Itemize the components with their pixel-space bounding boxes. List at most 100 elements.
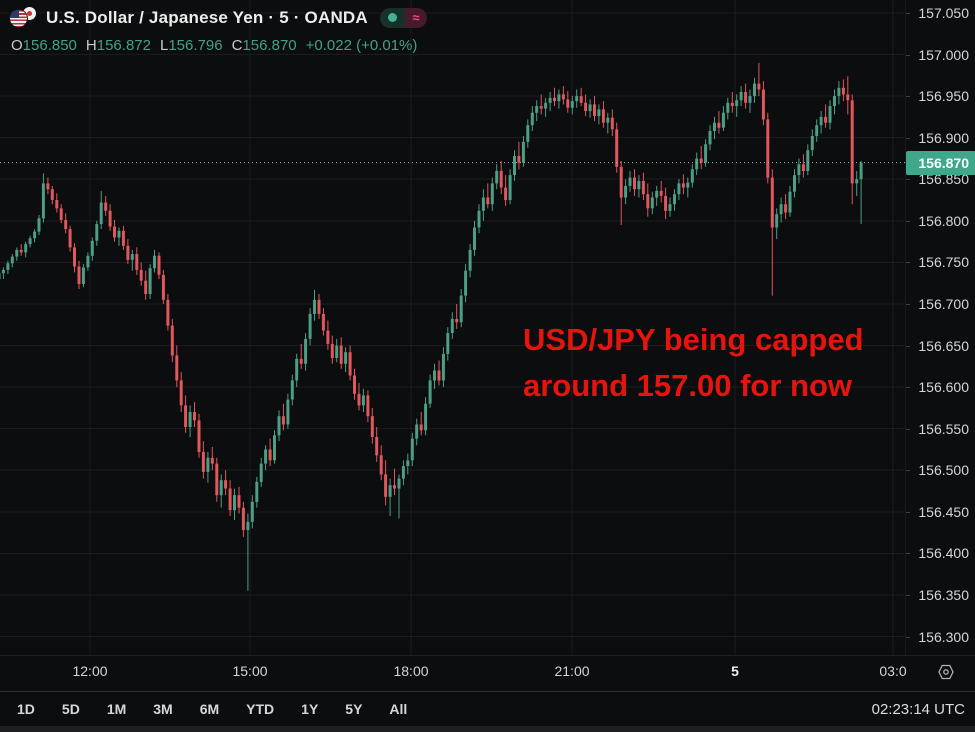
time-axis-label: 5 — [731, 663, 739, 679]
candle — [170, 325, 174, 356]
candle — [410, 438, 414, 461]
candle — [775, 214, 779, 228]
candle — [68, 229, 72, 248]
candle — [224, 480, 228, 489]
candle — [499, 170, 503, 188]
candle — [535, 106, 539, 113]
time-axis-label: 21:00 — [554, 663, 590, 679]
candle — [144, 280, 148, 294]
utc-clock[interactable]: 02:23:14 UTC — [871, 700, 965, 718]
price-axis-label: 156.400 — [918, 545, 969, 562]
candle — [184, 405, 188, 427]
range-button-6m[interactable]: 6M — [199, 701, 220, 717]
range-button-5d[interactable]: 5D — [61, 701, 80, 717]
candle — [490, 183, 494, 205]
candle — [384, 474, 388, 497]
candle — [401, 466, 405, 479]
range-button-all[interactable]: All — [389, 701, 408, 717]
candle — [846, 94, 850, 101]
candle — [428, 380, 432, 404]
candle — [188, 412, 192, 427]
candle — [295, 358, 299, 381]
market-open-dot-icon — [387, 13, 397, 22]
candle — [99, 202, 103, 225]
price-axis-label: 156.300 — [918, 628, 969, 645]
candle — [615, 129, 619, 167]
price-axis-label: 156.350 — [918, 586, 969, 603]
candle — [299, 358, 303, 364]
time-axis-label: 18:00 — [393, 663, 429, 679]
candle — [313, 299, 316, 314]
candle — [326, 330, 330, 344]
candle — [677, 183, 681, 195]
candle — [815, 125, 819, 136]
price-tick — [906, 595, 910, 596]
candle — [708, 131, 712, 145]
price-tick — [906, 346, 910, 347]
candle — [441, 353, 445, 381]
candle — [206, 457, 210, 472]
ohlc-row: O156.850 H156.872 L156.796 C156.870 +0.0… — [11, 37, 417, 54]
usdjpy-flag-icon — [10, 7, 37, 28]
price-axis-label: 157.000 — [918, 46, 969, 63]
candle — [179, 380, 183, 406]
candle — [628, 177, 632, 186]
annotation-line-2: around 157.00 for now — [523, 368, 853, 403]
candle — [197, 420, 201, 452]
candle — [730, 102, 734, 107]
candle — [633, 177, 636, 190]
time-axis[interactable]: 12:00 15:00 18:00 21:00 5 03:0 — [0, 655, 975, 692]
range-button-5y[interactable]: 5Y — [345, 701, 363, 717]
candle — [553, 97, 556, 102]
candle — [446, 333, 450, 354]
candle — [28, 238, 32, 245]
ohlc-low: L156.796 — [159, 37, 223, 54]
candle — [504, 187, 508, 201]
candle — [539, 106, 543, 109]
candle — [233, 495, 236, 511]
market-status-pill[interactable]: ≈ — [379, 7, 427, 28]
symbol-header: U.S. Dollar / Japanese Yen · 5 · OANDA ≈ — [10, 7, 427, 28]
candle — [619, 166, 623, 198]
price-axis-label: 156.700 — [918, 295, 969, 312]
candle — [264, 449, 268, 464]
candle — [161, 274, 165, 300]
candle — [268, 449, 272, 461]
candle — [806, 150, 810, 171]
price-axis-label: 156.900 — [918, 129, 969, 146]
candle — [317, 299, 321, 314]
candle — [837, 87, 841, 97]
candle — [570, 101, 574, 108]
candle — [481, 197, 485, 211]
candle — [335, 345, 339, 358]
candle — [521, 141, 525, 163]
candle — [281, 416, 285, 425]
candle — [601, 109, 605, 123]
range-button-1d[interactable]: 1D — [17, 701, 35, 717]
candle — [255, 481, 259, 502]
candle — [717, 122, 721, 128]
candle — [375, 437, 379, 456]
candle — [357, 393, 361, 406]
range-button-1y[interactable]: 1Y — [301, 701, 319, 717]
candle — [655, 190, 659, 198]
candle — [588, 104, 592, 112]
candle — [388, 485, 392, 497]
candle — [73, 247, 76, 267]
price-axis[interactable]: 156.870 157.050 157.000 156.950 156.900 156.… — [905, 0, 975, 655]
bottom-edge-strip — [0, 726, 975, 732]
candle — [277, 416, 281, 436]
range-button-1m[interactable]: 1M — [106, 701, 127, 717]
price-tick — [906, 304, 910, 305]
price-tick — [906, 96, 910, 97]
candle — [744, 92, 748, 103]
range-button-ytd[interactable]: YTD — [246, 701, 275, 717]
candle — [690, 169, 694, 183]
time-axis-label: 03:0 — [879, 663, 907, 679]
timezone-settings-icon[interactable] — [936, 662, 956, 682]
candlestick-chart-pane[interactable] — [0, 0, 905, 655]
range-button-3m[interactable]: 3M — [153, 701, 173, 717]
candle — [575, 96, 579, 102]
price-tick — [906, 637, 910, 638]
candle — [784, 204, 788, 213]
